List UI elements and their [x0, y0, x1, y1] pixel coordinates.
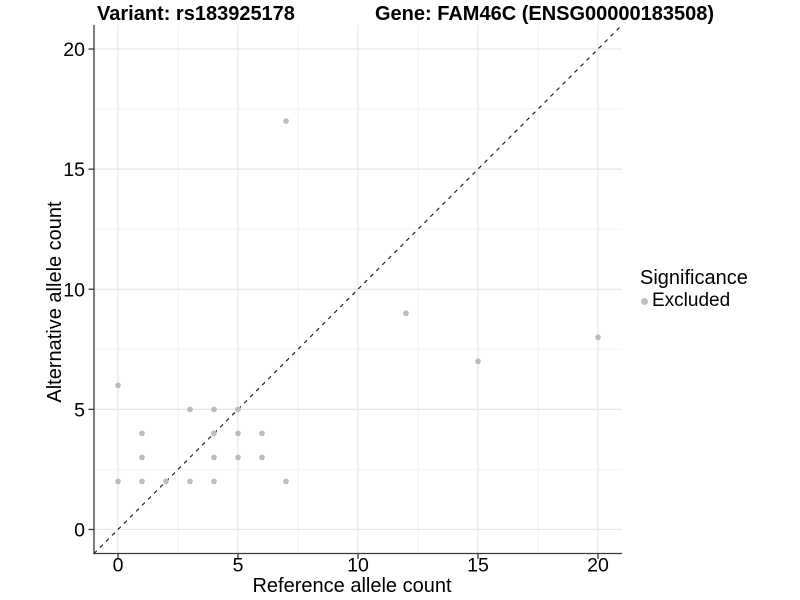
- x-tick-label: 15: [467, 555, 489, 577]
- axis-ticks: [88, 48, 599, 559]
- y-tick-label: 15: [63, 159, 85, 181]
- data-point: [595, 334, 601, 341]
- data-point: [187, 478, 193, 485]
- data-point: [139, 454, 145, 461]
- data-point: [259, 430, 265, 437]
- data-point: [139, 430, 145, 437]
- data-point: [115, 382, 121, 389]
- legend-title: Significance: [640, 267, 748, 289]
- x-tick-label: 10: [347, 555, 369, 577]
- y-axis-label: Alternative allele count: [44, 201, 66, 403]
- y-tick-label: 20: [63, 39, 85, 61]
- data-point: [283, 478, 289, 485]
- x-tick-label: 5: [233, 555, 244, 577]
- tick-labels: 0 5 10 15 20 0 5 10 15 20: [63, 39, 609, 576]
- data-point: [211, 478, 217, 485]
- data-point: [139, 478, 145, 485]
- data-point: [235, 406, 241, 413]
- data-point: [211, 406, 217, 413]
- legend: Significance Excluded: [640, 266, 748, 312]
- variant-title: Variant: rs183925178: [97, 3, 295, 25]
- y-tick-label: 10: [63, 279, 85, 301]
- data-point: [475, 358, 481, 365]
- data-point: [211, 430, 217, 437]
- gene-title: Gene: FAM46C (ENSG00000183508): [375, 3, 715, 25]
- data-point: [283, 118, 289, 124]
- x-tick-label: 20: [587, 555, 609, 577]
- data-point: [235, 454, 241, 461]
- scatter-points: [115, 118, 601, 485]
- x-tick-label: 0: [113, 555, 124, 577]
- y-tick-label: 5: [74, 399, 85, 421]
- legend-item-excluded: Excluded: [641, 290, 748, 312]
- x-axis-label: Reference allele count: [252, 575, 452, 597]
- data-point: [211, 454, 217, 461]
- identity-line: [93, 24, 623, 554]
- data-point: [403, 310, 409, 317]
- data-point: [259, 454, 265, 461]
- y-tick-label: 0: [74, 519, 85, 541]
- data-point: [115, 478, 121, 485]
- data-point: [163, 478, 169, 485]
- data-point: [235, 430, 241, 437]
- grid-major: [94, 25, 622, 554]
- legend-item-label: Excluded: [652, 290, 731, 311]
- excluded-point-icon: [641, 297, 648, 305]
- data-point: [187, 406, 193, 413]
